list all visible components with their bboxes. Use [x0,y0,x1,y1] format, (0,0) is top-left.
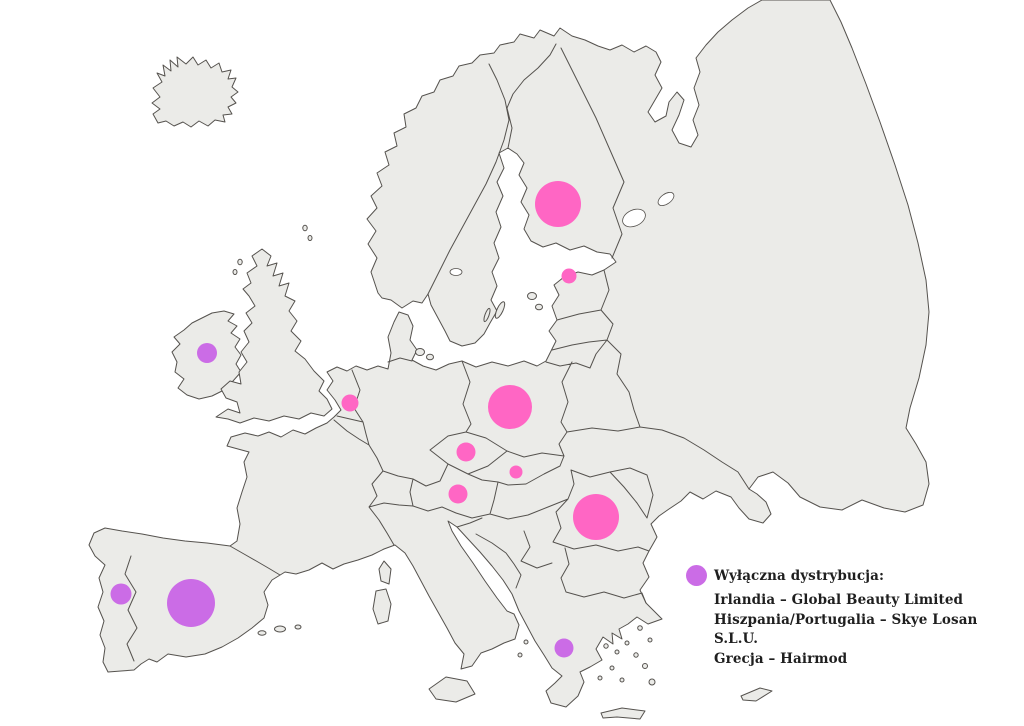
marker-netherlands [341,394,359,412]
legend: Wyłączna dystrybucja: Irlandia – Global … [686,565,1024,669]
legend-title: Wyłączna dystrybucja: [714,567,885,584]
marker-ireland [197,343,217,363]
legend-item-spain-portugal: Hiszpania/Portugalia – Skye Losan S.L.U. [714,611,978,648]
island-sardinia [372,588,392,625]
small-islands [232,224,656,686]
marker-spain [167,579,215,627]
marker-finland [535,181,581,227]
legend-items: Irlandia – Global Beauty Limited Hiszpan… [714,591,1024,669]
marker-greece [554,638,574,658]
mainland-europe [88,0,930,708]
island-crete [600,707,646,720]
island-cyprus [740,687,773,702]
island-sicily [428,676,476,703]
island-great-britain [215,248,333,424]
marker-austria [448,484,468,504]
marker-romania [573,494,619,540]
island-iceland [151,56,239,128]
marker-poland [488,385,532,429]
marker-estonia [561,268,577,284]
marker-slovakia [509,465,523,479]
legend-item-greece: Grecja – Hairmod [714,650,848,667]
marker-portugal [110,583,132,605]
lakes [449,192,675,276]
legend-marker-dot [686,565,707,586]
marker-czechia [456,442,476,462]
map-markers [110,181,619,658]
legend-item-ireland: Irlandia – Global Beauty Limited [714,592,964,608]
island-corsica [378,560,392,585]
